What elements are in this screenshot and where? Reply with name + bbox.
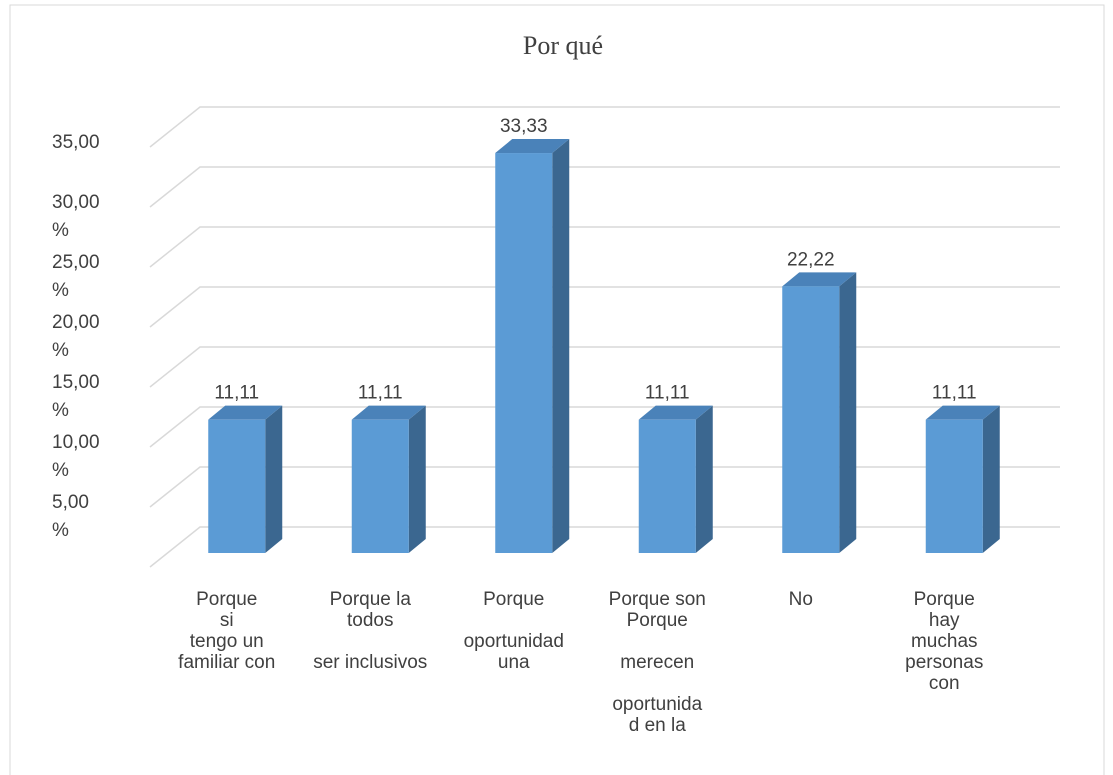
data-label: 22,22	[787, 249, 835, 270]
x-tick-label-line: hay	[929, 610, 960, 631]
bar-side	[982, 405, 1000, 553]
y-tick-label: 5,00%	[52, 492, 89, 541]
y-tick-label-line: %	[52, 400, 69, 421]
y-tick-label: 35,00	[52, 132, 100, 153]
grid-line	[149, 466, 1060, 508]
bar-top	[208, 405, 283, 420]
bar-top	[351, 405, 426, 420]
data-label: 33,33	[500, 116, 548, 137]
y-tick-label-line: 10,00	[52, 432, 100, 453]
chart-title: Por qué	[523, 31, 603, 60]
y-tick-label: 20,00%	[52, 312, 100, 361]
x-tick-label-line: oportunida	[612, 694, 702, 715]
x-tick-label-line: Porque	[914, 589, 975, 610]
x-tick-label-line: ser inclusivos	[313, 652, 427, 673]
x-tick-label-line: Porque son	[609, 589, 706, 610]
x-tick-label-line: personas	[905, 652, 983, 673]
grid-line	[149, 406, 1060, 448]
x-tick-label: No	[789, 589, 813, 610]
bar-side	[695, 405, 713, 553]
grid-line	[149, 166, 1060, 208]
x-tick-label: Porque la todos ser inclusivos	[313, 589, 427, 673]
grid-line	[149, 106, 1060, 148]
bar	[495, 153, 553, 554]
y-tick-label-line: 20,00	[52, 312, 100, 333]
x-tick-label-line: Porque	[483, 589, 544, 610]
x-tick-label-line: con	[929, 673, 960, 694]
y-tick-label-line: 30,00	[52, 192, 100, 213]
x-tick-label: Porque son Porque merecen oportunida d en la	[609, 589, 706, 736]
bar-top	[495, 139, 570, 154]
x-tick-label-line: oportunidad	[464, 631, 564, 652]
x-tick-label-line: merecen	[620, 652, 694, 673]
bar	[351, 419, 409, 553]
y-tick-label: 15,00%	[52, 372, 100, 421]
y-tick-label-line: %	[52, 340, 69, 361]
y-tick-label-line: %	[52, 520, 69, 541]
y-tick-label: 25,00%	[52, 252, 100, 301]
grid-line	[149, 226, 1060, 268]
x-tick-label-line: si	[220, 610, 234, 631]
bar-top	[638, 405, 713, 420]
bar	[782, 286, 840, 553]
x-tick-label-line: familiar con	[178, 652, 275, 673]
y-tick-label-line: 5,00	[52, 492, 89, 513]
bar-top	[782, 272, 857, 287]
data-label: 11,11	[214, 383, 259, 404]
data-label: 11,11	[358, 383, 403, 404]
x-tick-label-line: Porque la	[330, 589, 412, 610]
x-tick-label-line: todos	[347, 610, 393, 631]
y-tick-label-line: 35,00	[52, 132, 100, 153]
x-tick-label: Porque hay muchas personas con	[905, 589, 983, 694]
grid-line	[149, 286, 1060, 328]
y-tick-label: 10,00%	[52, 432, 100, 481]
bar-top	[925, 405, 1000, 420]
bar-side	[839, 272, 857, 553]
x-tick-label-line: una	[498, 652, 530, 673]
x-tick-label-line: muchas	[911, 631, 978, 652]
y-tick-label-line: %	[52, 280, 69, 301]
x-tick-label-line: d en la	[629, 715, 686, 736]
x-tick-label-line: Porque	[627, 610, 688, 631]
bar	[638, 419, 696, 553]
y-tick-label: 30,00%	[52, 192, 100, 241]
x-tick-label-line: No	[789, 589, 813, 610]
x-tick-label: Porque oportunidad una	[464, 589, 564, 673]
bar-side	[265, 405, 283, 553]
y-tick-label-line: 15,00	[52, 372, 100, 393]
x-tick-label: Porque si tengo un familiar con	[178, 589, 275, 673]
bar-side	[408, 405, 426, 553]
x-tick-label-line: tengo un	[190, 631, 264, 652]
bar	[925, 419, 983, 553]
y-tick-label-line: %	[52, 220, 69, 241]
y-tick-label-line: 25,00	[52, 252, 100, 273]
floor-line	[149, 526, 1060, 568]
data-label: 11,11	[645, 383, 690, 404]
grid-line	[149, 346, 1060, 388]
x-tick-label-line: Porque	[196, 589, 257, 610]
y-tick-label-line: %	[52, 460, 69, 481]
bar-side	[552, 139, 570, 554]
data-label: 11,11	[932, 383, 977, 404]
bar	[208, 419, 266, 553]
